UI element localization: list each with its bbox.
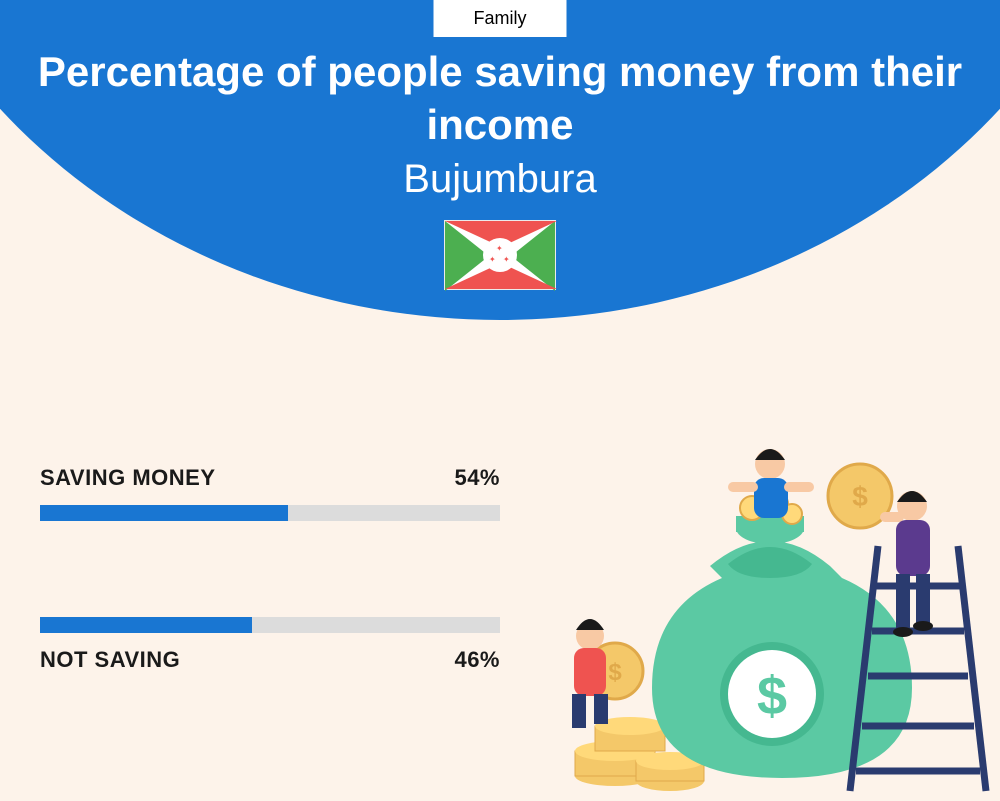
bar-label: SAVING MONEY <box>40 465 216 491</box>
svg-text:$: $ <box>608 659 622 686</box>
title-block: Percentage of people saving money from t… <box>0 46 1000 290</box>
category-label: Family <box>474 8 527 28</box>
bar-not-saving: NOT SAVING 46% <box>40 617 500 673</box>
svg-text:$: $ <box>757 666 787 726</box>
bar-track <box>40 617 500 633</box>
bar-fill <box>40 505 288 521</box>
money-saving-illustration: $ $ <box>560 436 990 796</box>
bar-value: 46% <box>454 647 500 673</box>
bar-track <box>40 505 500 521</box>
burundi-flag-icon: ✦✦✦ <box>444 220 556 290</box>
category-tab: Family <box>434 0 567 37</box>
person-left-icon: $ <box>572 619 643 728</box>
bars-container: SAVING MONEY 54% NOT SAVING 46% <box>40 465 500 769</box>
svg-text:$: $ <box>852 481 868 512</box>
money-bag-icon: $ <box>652 492 912 778</box>
bar-fill <box>40 617 252 633</box>
bar-label-row: SAVING MONEY 54% <box>40 465 500 491</box>
page-title: Percentage of people saving money from t… <box>0 46 1000 151</box>
bar-value: 54% <box>454 465 500 491</box>
bar-label: NOT SAVING <box>40 647 180 673</box>
bar-saving-money: SAVING MONEY 54% <box>40 465 500 521</box>
bar-label-row: NOT SAVING 46% <box>40 647 500 673</box>
location-subtitle: Bujumbura <box>0 157 1000 202</box>
